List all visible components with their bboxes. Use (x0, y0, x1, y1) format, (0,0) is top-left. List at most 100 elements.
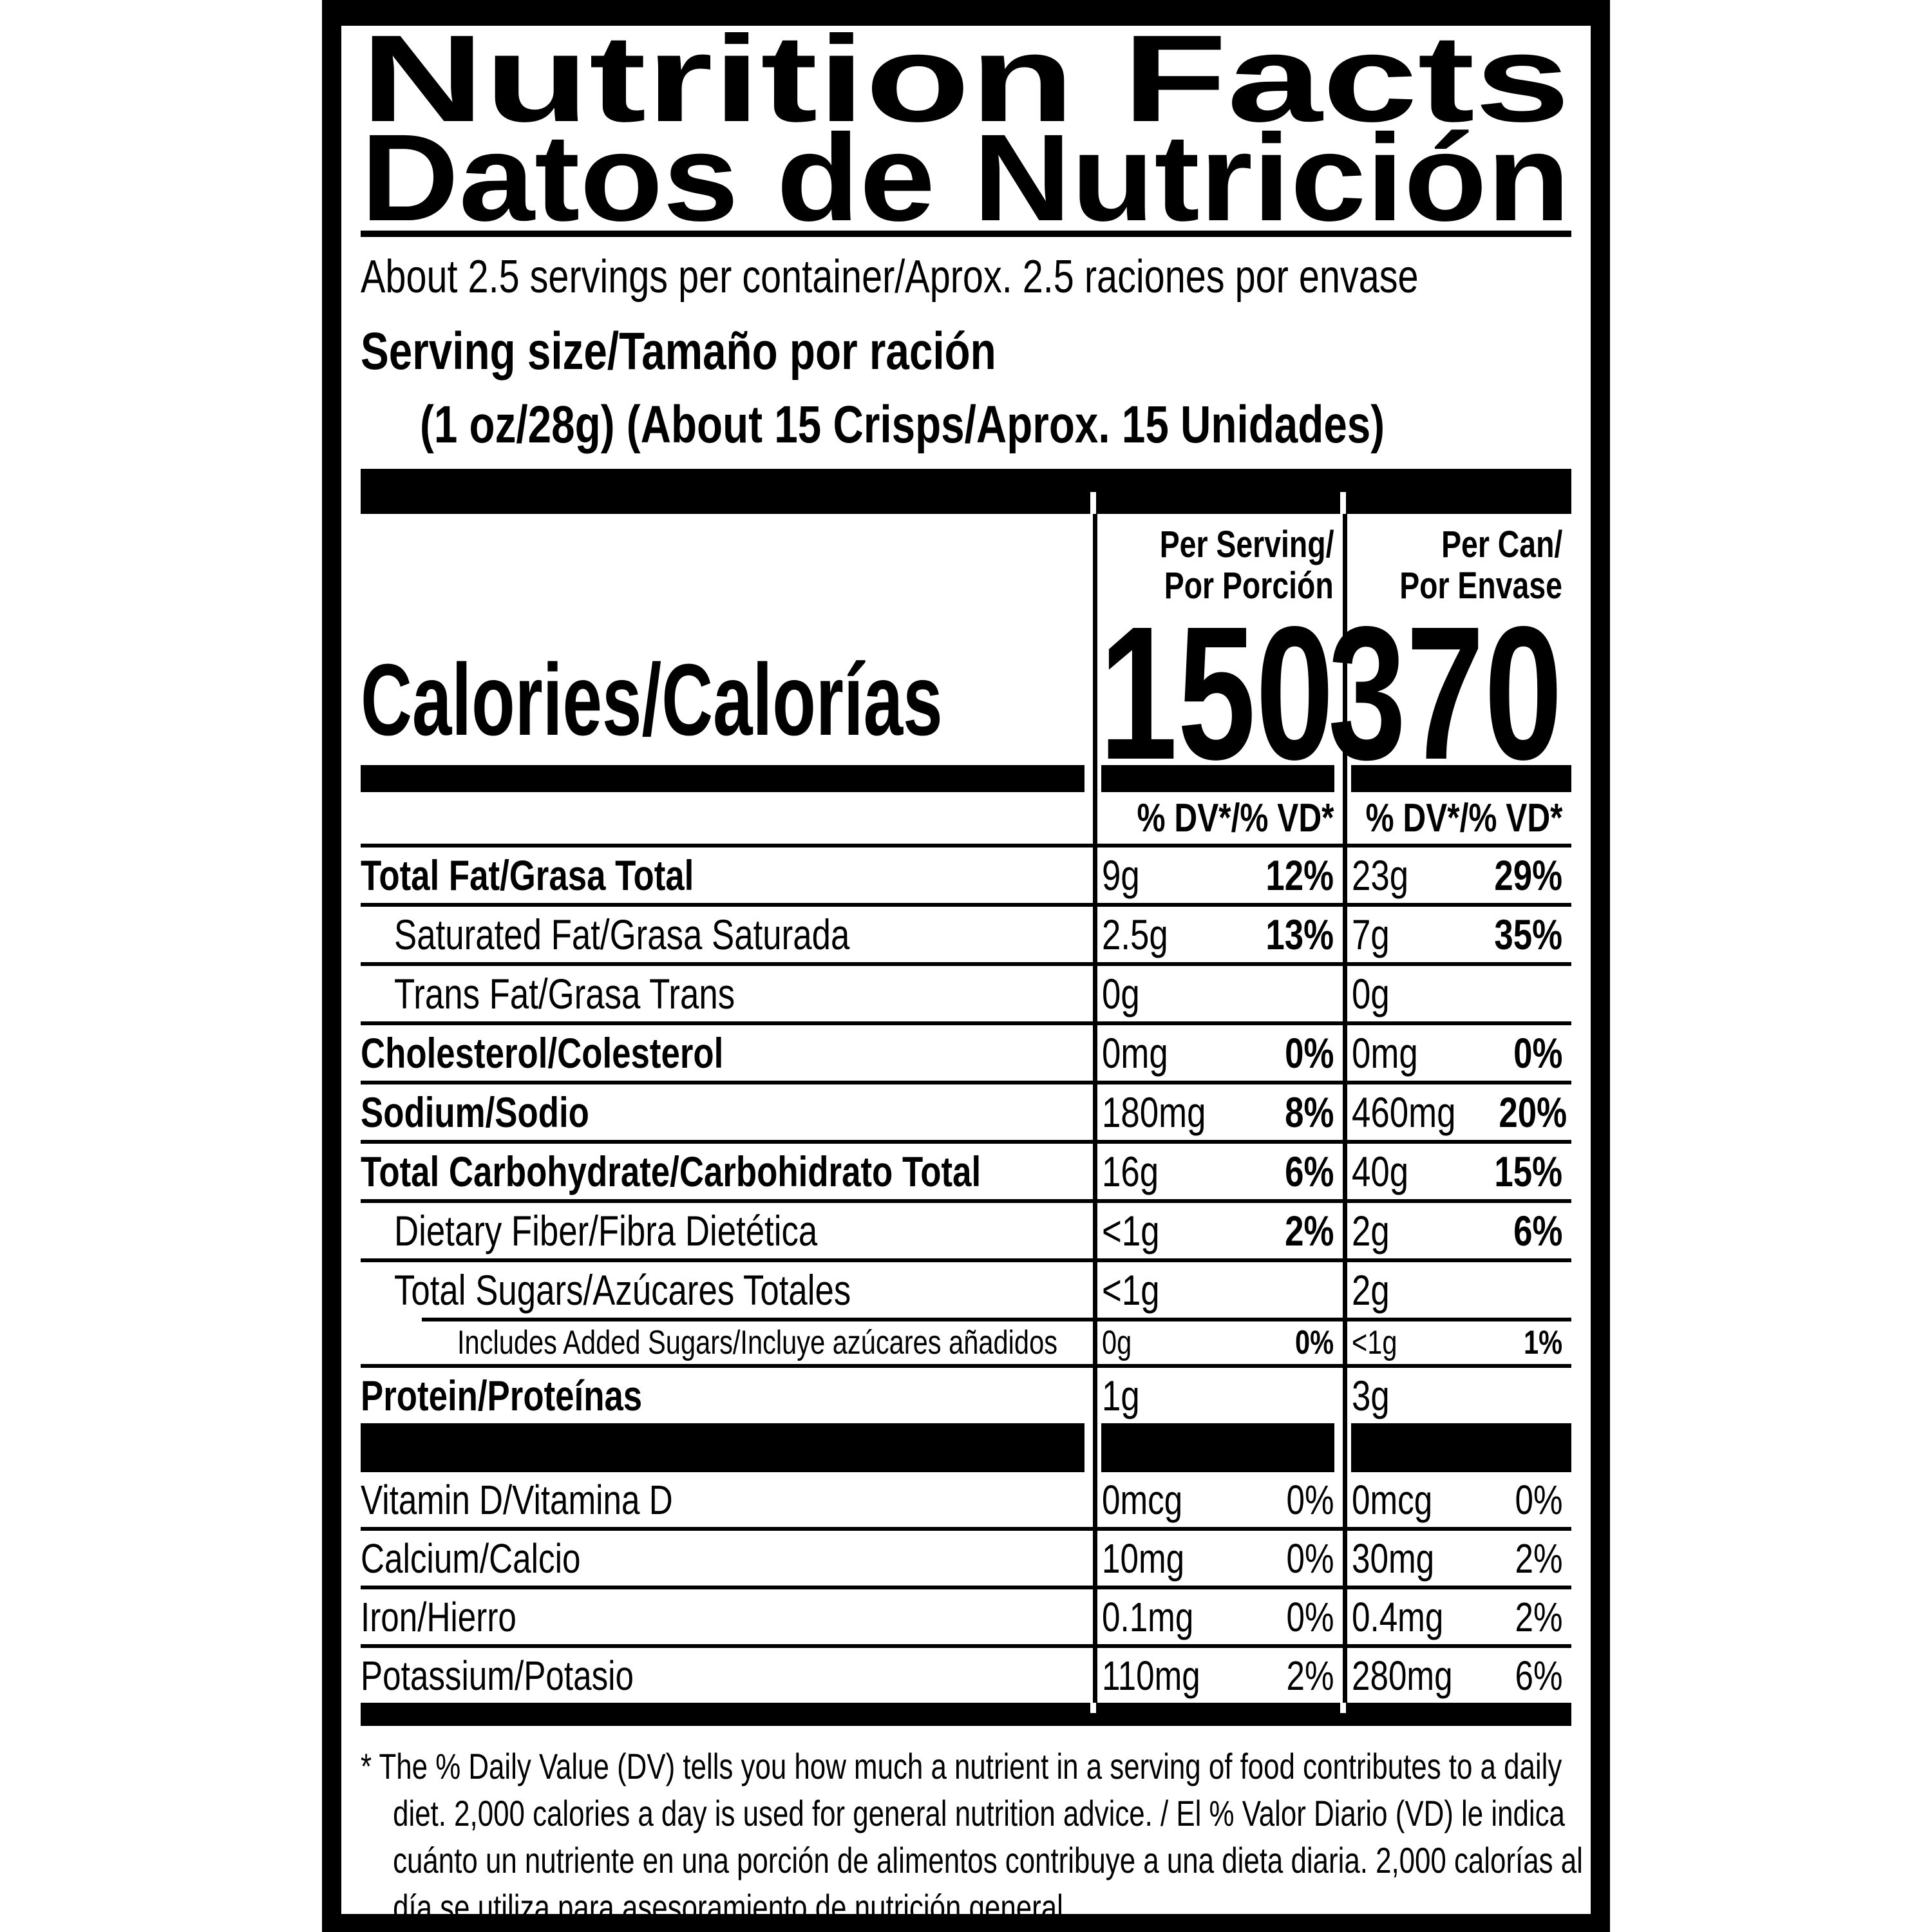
servings-per-container-text: About 2.5 servings per container/Aprox. … (361, 251, 1419, 303)
vitamin-name: Potassium/Potasio (361, 1652, 634, 1699)
per-serving-amount: 0g (1102, 1324, 1132, 1361)
per-serving-amount: 0mcg (1102, 1476, 1183, 1523)
per-can-amount: 0mcg (1352, 1476, 1433, 1523)
calories-label-cell: Calories/Calorías (361, 514, 1093, 765)
footnote-star: * (361, 1746, 372, 1786)
per-serving-amount: 16g (1102, 1148, 1159, 1195)
dv-header-per-serving: % DV*/% VD* (1137, 795, 1334, 840)
column-divider-1 (1093, 514, 1097, 1703)
per-serving-amount: 10mg (1102, 1535, 1185, 1582)
per-serving-amount: 0mg (1102, 1029, 1168, 1077)
row-added-sugars: Includes Added Sugars/Incluye azúcares a… (361, 1321, 1571, 1364)
row-sodium: Sodium/Sodio 180mg 8% 460mg 20% (361, 1084, 1571, 1140)
nutrient-name: Sodium/Sodio (361, 1088, 589, 1136)
per-can-dv: 0% (1513, 1029, 1562, 1077)
per-can-amount: 0g (1352, 970, 1390, 1018)
per-serving-header-line1: Per Serving/ (1159, 524, 1334, 565)
facts-table: Calories/Calorías Per Serving/ Por Porci… (361, 514, 1571, 1703)
row-cholesterol: Cholesterol/Colesterol 0mg 0% 0mg 0% (361, 1025, 1571, 1081)
per-can-amount: 0mg (1352, 1029, 1418, 1077)
nutrient-name: Protein/Proteínas (361, 1372, 643, 1419)
per-can-column-header: Per Can/ Por Envase 370 (1328, 514, 1571, 788)
dv-header-per-can: % DV*/% VD* (1365, 795, 1562, 840)
per-serving-amount: <1g (1102, 1266, 1160, 1314)
per-serving-dv: 0% (1286, 1535, 1334, 1582)
per-serving-dv: 8% (1284, 1088, 1334, 1136)
daily-value-header-row: % DV*/% VD* % DV*/% VD* (361, 792, 1571, 844)
row-total-fat: Total Fat/Grasa Total 9g 12% 23g 29% (361, 848, 1571, 903)
separator-bar-top (361, 469, 1571, 514)
per-can-dv: 6% (1513, 1207, 1562, 1255)
nutrient-name: Cholesterol/Colesterol (361, 1029, 724, 1077)
per-can-dv: 2% (1515, 1593, 1562, 1640)
per-serving-amount: 0g (1102, 970, 1140, 1018)
per-can-amount: 3g (1352, 1372, 1390, 1419)
per-serving-amount: 1g (1102, 1372, 1140, 1419)
per-serving-dv: 12% (1265, 851, 1334, 899)
separator-bar-bottom (361, 1703, 1571, 1726)
title-english: Nutrition Facts (361, 32, 1570, 147)
row-trans-fat: Trans Fat/Grasa Trans 0g 0g (361, 966, 1571, 1021)
per-can-amount: 23g (1352, 851, 1409, 899)
per-serving-amount: 180mg (1102, 1088, 1206, 1136)
servings-per-container: About 2.5 servings per container/Aprox. … (361, 247, 1571, 307)
per-serving-dv: 2% (1286, 1652, 1334, 1699)
per-can-amount: 0.4mg (1352, 1593, 1444, 1640)
vitamin-name: Calcium/Calcio (361, 1535, 581, 1582)
row-total-sugars: Total Sugars/Azúcares Totales <1g 2g (361, 1262, 1571, 1318)
per-can-dv: 0% (1515, 1476, 1562, 1523)
nutrient-name: Total Fat/Grasa Total (361, 851, 694, 899)
row-saturated-fat: Saturated Fat/Grasa Saturada 2.5g 13% 7g 3… (361, 907, 1571, 962)
per-serving-amount: 9g (1102, 851, 1140, 899)
vitamin-name: Iron/Hierro (361, 1593, 516, 1640)
per-can-dv: 20% (1499, 1088, 1567, 1136)
per-serving-amount: 2.5g (1102, 911, 1168, 958)
per-serving-dv: 0% (1286, 1476, 1334, 1523)
indented-rule (361, 1318, 1571, 1321)
per-can-amount: 30mg (1352, 1535, 1435, 1582)
per-serving-dv: 0% (1286, 1593, 1334, 1640)
per-can-dv: 15% (1494, 1148, 1562, 1195)
calories-per-can-value: 370 (1327, 587, 1562, 799)
nutrient-name: Saturated Fat/Grasa Saturada (394, 911, 850, 958)
row-dietary-fiber: Dietary Fiber/Fibra Dietética <1g 2% 2g 6% (361, 1203, 1571, 1258)
row-vitamin-d: Vitamin D/Vitamina D 0mcg 0% 0mcg 0% (361, 1472, 1571, 1527)
per-can-dv: 2% (1515, 1535, 1562, 1582)
calories-separator-bar (361, 765, 1571, 792)
nutrient-name: Total Carbohydrate/Carbohidrato Total (361, 1148, 981, 1195)
column-divider-2 (1343, 514, 1347, 1703)
per-can-amount: 7g (1352, 911, 1390, 958)
vitamins-separator-bar (361, 1423, 1571, 1472)
nutrient-name: Total Sugars/Azúcares Totales (394, 1266, 851, 1314)
divider-notch (1340, 1703, 1346, 1713)
per-can-header-line1: Per Can/ (1441, 524, 1562, 565)
per-can-amount: <1g (1352, 1324, 1397, 1361)
nutrient-name: Dietary Fiber/Fibra Dietética (394, 1207, 818, 1255)
per-can-amount: 40g (1352, 1148, 1409, 1195)
row-calcium: Calcium/Calcio 10mg 0% 30mg 2% (361, 1531, 1571, 1586)
divider-notch (1090, 1703, 1096, 1713)
per-serving-amount: 110mg (1102, 1652, 1200, 1699)
footnote-text: The % Daily Value (DV) tells you how muc… (379, 1746, 1583, 1927)
per-serving-dv: 0% (1294, 1324, 1334, 1361)
title-spanish: Datos de Nutrición (361, 108, 1570, 225)
calories-section: Calories/Calorías Per Serving/ Por Porci… (361, 514, 1571, 788)
divider-notch (1090, 492, 1096, 514)
label-title: Nutrition Facts Datos de Nutrición (361, 32, 1570, 225)
serving-size-detail: (1 oz/28g) (About 15 Crisps/Aprox. 15 Un… (361, 393, 1571, 457)
per-serving-header-line2: Por Porción (1164, 565, 1334, 607)
per-serving-dv: 13% (1265, 911, 1334, 958)
per-can-dv: 35% (1494, 911, 1562, 958)
per-can-amount: 2g (1352, 1266, 1390, 1314)
nutrient-name: Includes Added Sugars/Incluye azúcares a… (457, 1324, 1057, 1361)
title-divider (361, 231, 1571, 237)
per-can-dv: 1% (1523, 1324, 1562, 1361)
per-serving-dv: 6% (1284, 1148, 1334, 1195)
row-total-carbohydrate: Total Carbohydrate/Carbohidrato Total 16… (361, 1144, 1571, 1199)
nutrition-facts-label: Nutrition Facts Datos de Nutrición About… (322, 0, 1610, 1932)
row-iron: Iron/Hierro 0.1mg 0% 0.4mg 2% (361, 1589, 1571, 1644)
vitamin-name: Vitamin D/Vitamina D (361, 1476, 673, 1523)
per-can-header-line2: Por Envase (1399, 565, 1562, 607)
calories-label: Calories/Calorías (361, 643, 943, 757)
